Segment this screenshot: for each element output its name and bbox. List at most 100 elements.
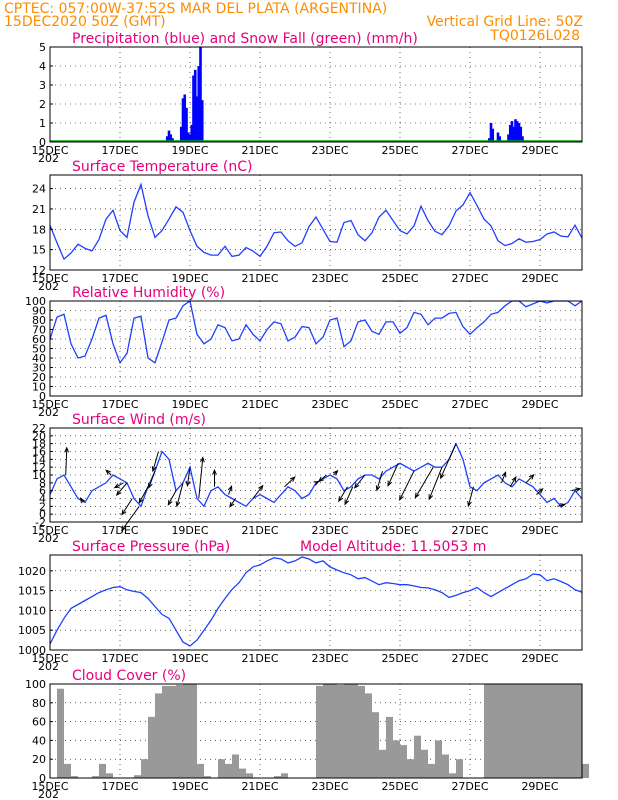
cloud-bar bbox=[176, 684, 183, 778]
header-model: TQ0126L028 bbox=[489, 28, 580, 44]
x-tick-label: 25DEC bbox=[381, 780, 418, 793]
precip-bar bbox=[183, 94, 187, 142]
wind-arrow bbox=[387, 463, 399, 486]
precip-bar bbox=[489, 123, 493, 142]
cloud-bar bbox=[274, 776, 281, 778]
x-tick-label: 29DEC bbox=[521, 272, 558, 285]
y-tick-label: 21 bbox=[32, 203, 46, 216]
wind-arrow-head bbox=[537, 487, 544, 494]
precip-bar bbox=[521, 136, 524, 142]
panel-title: Relative Humidity (%) bbox=[72, 285, 225, 301]
wind-arrow-head bbox=[338, 496, 344, 503]
precip-bar bbox=[514, 119, 517, 142]
cloud-bar bbox=[484, 684, 491, 778]
cloud-bar bbox=[197, 763, 204, 778]
cloud-bar bbox=[141, 759, 148, 778]
precip-bar bbox=[507, 134, 510, 142]
cloud-bar bbox=[169, 685, 176, 778]
wind-arrow bbox=[176, 482, 184, 507]
y-tick-label: 18 bbox=[32, 438, 46, 451]
cloud-bar bbox=[442, 754, 449, 778]
wind-arrow bbox=[121, 498, 133, 515]
x-tick-label: 27DEC bbox=[451, 780, 488, 793]
x-tick-label: 21DEC bbox=[241, 780, 278, 793]
y-tick-label: 1010 bbox=[18, 604, 46, 617]
y-tick-label: 90 bbox=[32, 305, 46, 318]
precip-bar bbox=[487, 138, 491, 142]
year-label: 202 bbox=[38, 280, 59, 293]
precip-bar bbox=[510, 121, 514, 142]
precip-bar bbox=[193, 69, 197, 142]
wind-arrow bbox=[252, 485, 264, 499]
cloud-bar bbox=[526, 684, 533, 778]
precip-bar bbox=[200, 100, 204, 142]
cloud-bar bbox=[372, 712, 379, 778]
x-tick-label: 21DEC bbox=[241, 398, 278, 411]
x-tick-label: 15DEC bbox=[31, 780, 68, 793]
precip-bar bbox=[199, 47, 202, 142]
cloud-bar bbox=[316, 685, 323, 778]
precip-bar bbox=[498, 136, 502, 142]
precip-bar bbox=[195, 96, 199, 142]
x-tick-label: 23DEC bbox=[311, 652, 348, 665]
series-line bbox=[49, 299, 583, 365]
wind-arrow bbox=[536, 488, 543, 495]
cloud-bar bbox=[351, 684, 358, 778]
cloud-bar bbox=[190, 684, 197, 778]
y-tick-label: -2 bbox=[35, 516, 46, 529]
cloud-bar bbox=[239, 768, 246, 778]
cloud-bar bbox=[407, 759, 414, 778]
wind-arrow-head bbox=[575, 487, 582, 493]
precip-bar bbox=[188, 134, 192, 142]
wind-arrow-head bbox=[501, 471, 507, 478]
wind-arrow bbox=[228, 486, 233, 495]
x-tick-label: 25DEC bbox=[381, 144, 418, 157]
year-label: 202 bbox=[38, 152, 59, 165]
x-tick-label: 17DEC bbox=[101, 272, 138, 285]
precip-bar bbox=[512, 126, 516, 142]
wind-arrow bbox=[152, 451, 159, 472]
x-tick-label: 27DEC bbox=[451, 524, 488, 537]
cloud-bar bbox=[218, 759, 225, 778]
series-line bbox=[49, 556, 583, 647]
cloud-bar bbox=[162, 685, 169, 778]
x-tick-label: 27DEC bbox=[451, 652, 488, 665]
cloud-bar bbox=[547, 684, 554, 778]
x-tick-label: 25DEC bbox=[381, 524, 418, 537]
x-tick-label: 19DEC bbox=[171, 780, 208, 793]
wind-arrow bbox=[318, 474, 327, 482]
x-tick-label: 25DEC bbox=[381, 272, 418, 285]
cloud-bar bbox=[183, 684, 190, 778]
wind-arrow bbox=[428, 466, 443, 500]
cloud-bar bbox=[512, 684, 519, 778]
cloud-bar bbox=[400, 745, 407, 778]
y-tick-label: 60 bbox=[32, 716, 46, 729]
wind-arrow bbox=[138, 486, 149, 503]
wind-arrow-head bbox=[317, 476, 324, 483]
y-tick-label: 1000 bbox=[18, 644, 46, 657]
wind-arrow bbox=[148, 470, 156, 488]
cloud-bar bbox=[155, 693, 162, 778]
precip-bar bbox=[179, 126, 183, 142]
cloud-bar bbox=[540, 684, 547, 778]
wind-arrow-head bbox=[528, 473, 535, 480]
y-tick-label: 1 bbox=[39, 117, 46, 130]
panel-5: Cloud Cover (%) 0 20 40 60 80 100 15DEC 17DEC 19D… bbox=[25, 668, 589, 800]
wind-arrow-head bbox=[353, 482, 360, 489]
wind-arrow-head bbox=[387, 480, 393, 487]
y-tick-label: 40 bbox=[32, 352, 46, 365]
wind-arrow-head bbox=[212, 468, 217, 475]
y-tick-label: 12 bbox=[32, 461, 46, 474]
precip-bar bbox=[186, 132, 190, 142]
y-tick-label: 100 bbox=[25, 295, 46, 308]
cloud-bar bbox=[554, 684, 561, 778]
cloud-bar bbox=[379, 749, 386, 778]
wind-arrow bbox=[284, 476, 296, 488]
wind-arrow bbox=[399, 470, 415, 501]
panel-frame bbox=[49, 46, 583, 143]
year-label: 202 bbox=[38, 406, 59, 419]
wind-arrow bbox=[198, 457, 204, 499]
cloud-bar bbox=[92, 776, 99, 778]
wind-arrow bbox=[121, 506, 140, 531]
wind-arrow-head bbox=[428, 494, 434, 501]
